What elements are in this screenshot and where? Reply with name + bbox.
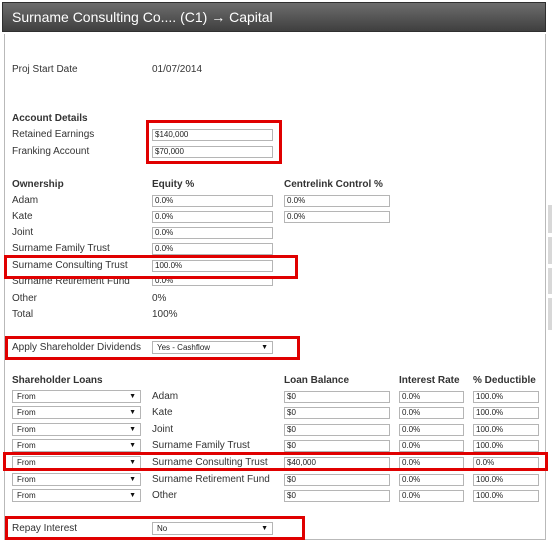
deductible-field[interactable]: 100.0% [473, 391, 539, 403]
interest-rate-field[interactable]: 0.0% [399, 490, 464, 502]
equity-header: Equity % [152, 179, 195, 190]
dropdown-arrow-icon: ▼ [261, 344, 268, 351]
loan-direction-value: From [17, 392, 36, 401]
franking-account-label: Franking Account [12, 146, 90, 157]
scroll-mark [548, 298, 552, 330]
deductible-header: % Deductible [473, 375, 536, 386]
loan-row-name: Kate [152, 407, 173, 418]
loan-direction-value: From [17, 458, 36, 467]
loan-direction-value: From [17, 475, 36, 484]
dropdown-arrow-icon: ▼ [129, 492, 136, 499]
equity-field[interactable]: 0.0% [152, 227, 273, 239]
loan-row-name: Surname Family Trust [152, 440, 250, 451]
loan-row-name: Other [152, 490, 178, 501]
scroll-mark [548, 268, 552, 294]
loan-row-name: Surname Consulting Trust [152, 457, 268, 468]
dividends-select-value: Yes - Cashflow [157, 343, 211, 352]
ownership-heading: Ownership [12, 179, 64, 190]
loan-direction-select[interactable]: From ▼ [12, 439, 141, 452]
loan-balance-field[interactable]: $0 [284, 391, 390, 403]
retained-earnings-label: Retained Earnings [12, 129, 95, 140]
loan-balance-field[interactable]: $0 [284, 490, 390, 502]
interest-rate-field[interactable]: 0.0% [399, 391, 464, 403]
franking-account-field[interactable]: $70,000 [152, 146, 273, 158]
dropdown-arrow-icon: ▼ [129, 393, 136, 400]
centrelink-field[interactable]: 0.0% [284, 195, 390, 207]
ownership-row-name: Joint [12, 227, 34, 238]
proj-start-value: 01/07/2014 [152, 64, 203, 75]
dropdown-arrow-icon: ▼ [129, 459, 136, 466]
loan-direction-select[interactable]: From ▼ [12, 423, 141, 436]
interest-rate-field[interactable]: 0.0% [399, 440, 464, 452]
total-label: Total [12, 309, 34, 320]
loan-direction-value: From [17, 425, 36, 434]
ownership-row-name: Surname Family Trust [12, 243, 110, 254]
deductible-field[interactable]: 0.0% [473, 457, 539, 469]
equity-field[interactable]: 0.0% [152, 195, 273, 207]
deductible-field[interactable]: 100.0% [473, 474, 539, 486]
equity-field[interactable]: 0.0% [152, 211, 273, 223]
repay-interest-label: Repay Interest [12, 523, 78, 534]
loan-direction-value: From [17, 408, 36, 417]
loan-balance-field[interactable]: $0 [284, 440, 390, 452]
loan-balance-field[interactable]: $0 [284, 424, 390, 436]
loan-row-name: Joint [152, 424, 174, 435]
loan-balance-field[interactable]: $40,000 [284, 457, 390, 469]
deductible-field[interactable]: 100.0% [473, 407, 539, 419]
interest-rate-field[interactable]: 0.0% [399, 407, 464, 419]
interest-rate-field[interactable]: 0.0% [399, 457, 464, 469]
dropdown-arrow-icon: ▼ [129, 409, 136, 416]
centrelink-field[interactable]: 0.0% [284, 211, 390, 223]
dividends-select[interactable]: Yes - Cashflow ▼ [152, 341, 273, 354]
ownership-row-name: Adam [12, 195, 39, 206]
repay-interest-select[interactable]: No ▼ [152, 522, 273, 535]
ownership-row-name: Kate [12, 211, 33, 222]
proj-start-label: Proj Start Date [12, 64, 78, 75]
interest-rate-field[interactable]: 0.0% [399, 474, 464, 486]
loan-direction-value: From [17, 441, 36, 450]
repay-interest-value: No [157, 524, 168, 533]
equity-field[interactable]: 100.0% [152, 260, 273, 272]
shareholder-loans-heading: Shareholder Loans [12, 375, 103, 386]
equity-field[interactable]: 0.0% [152, 243, 273, 255]
equity-field[interactable]: 0.0% [152, 276, 273, 286]
other-label: Other [12, 293, 38, 304]
window-titlebar: Surname Consulting Co.... (C1) → Capital [2, 2, 546, 32]
deductible-field[interactable]: 100.0% [473, 490, 539, 502]
retained-earnings-field[interactable]: $140,000 [152, 129, 273, 141]
ownership-row-name: Surname Consulting Trust [12, 260, 128, 271]
ownership-row-name: Surname Retirement Fund [12, 276, 130, 287]
dropdown-arrow-icon: ▼ [129, 442, 136, 449]
interest-rate-field[interactable]: 0.0% [399, 424, 464, 436]
loan-balance-field[interactable]: $0 [284, 474, 390, 486]
window-title: Surname Consulting Co.... (C1) → Capital [12, 9, 273, 25]
loan-direction-select[interactable]: From ▼ [12, 390, 141, 403]
scroll-mark [548, 205, 552, 233]
loan-row-name: Adam [152, 391, 179, 402]
centrelink-header: Centrelink Control % [284, 179, 383, 190]
deductible-field[interactable]: 100.0% [473, 440, 539, 452]
loan-row-name: Surname Retirement Fund [152, 474, 270, 485]
loan-direction-select[interactable]: From ▼ [12, 473, 141, 486]
interest-rate-header: Interest Rate [399, 375, 460, 386]
loan-balance-field[interactable]: $0 [284, 407, 390, 419]
deductible-field[interactable]: 100.0% [473, 424, 539, 436]
capital-panel [4, 34, 546, 540]
total-value: 100% [152, 309, 178, 320]
dropdown-arrow-icon: ▼ [129, 476, 136, 483]
loan-direction-value: From [17, 491, 36, 500]
loan-direction-select[interactable]: From ▼ [12, 489, 141, 502]
dropdown-arrow-icon: ▼ [129, 426, 136, 433]
loan-direction-select[interactable]: From ▼ [12, 406, 141, 419]
loan-direction-select[interactable]: From ▼ [12, 456, 141, 469]
dividends-label: Apply Shareholder Dividends [12, 342, 141, 353]
scroll-mark [548, 237, 552, 264]
dropdown-arrow-icon: ▼ [261, 525, 268, 532]
other-value: 0% [152, 293, 167, 304]
loan-balance-header: Loan Balance [284, 375, 350, 386]
account-details-heading: Account Details [12, 113, 88, 124]
